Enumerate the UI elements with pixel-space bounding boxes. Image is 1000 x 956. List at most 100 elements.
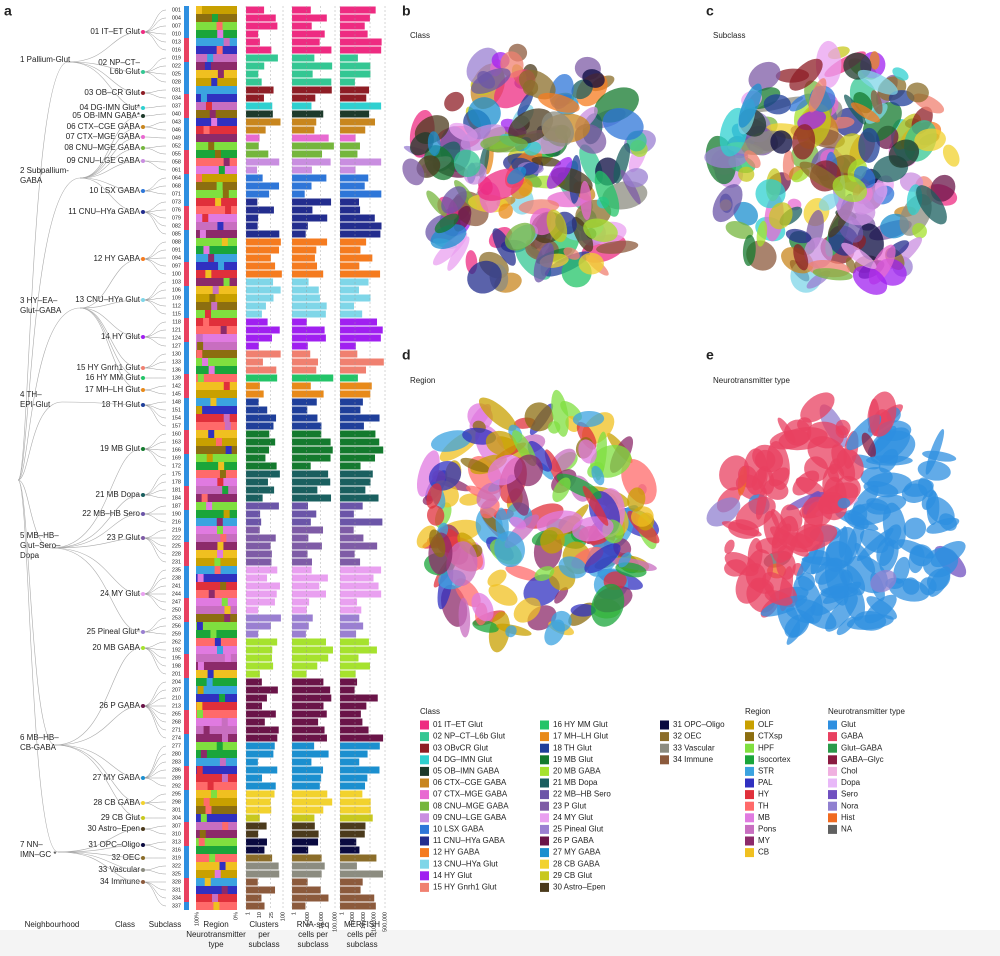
class-strip [184,862,189,870]
stat-bar [292,630,306,638]
umap-cluster [627,487,646,512]
region-bar [196,646,237,654]
legend-swatch [660,732,669,742]
tree-branch [67,61,142,94]
class-strip [184,486,189,494]
class-label: 26 P GABA [99,701,140,710]
region-bar [224,606,231,614]
class-strip [184,366,189,374]
umap-cluster [818,193,839,211]
legend-swatch [420,778,429,788]
umap-cluster [780,504,803,532]
subclass-label: 016 [172,47,181,53]
subclass-label: 231 [172,559,181,565]
tree-branch [142,585,167,595]
region-bar [196,414,237,422]
legend-label: Isocortex [758,755,790,764]
neighbourhood-label: 1 Pallium-Glut [20,55,71,64]
stat-bar [292,430,322,438]
stat-bar [340,542,378,550]
umap-cluster [763,94,791,115]
class-label: 25 Pineal Glut* [87,627,140,636]
region-bar [196,598,237,606]
umap-cluster [509,516,527,530]
tree-branch [57,851,142,883]
class-strip [184,438,189,446]
panel-label: c [706,3,714,19]
legend-label: STR [758,767,774,776]
column-header: MERFISH [344,920,380,929]
legend-label: 22 MB–HB Sero [553,790,611,799]
umap-cluster [912,223,927,239]
stat-bar [340,382,372,390]
subclass-label: 235 [172,567,181,573]
umap-cluster [478,397,517,431]
umap-cluster [596,240,639,254]
tree-branch [142,841,167,846]
axis-tick-label: 100,000 [332,912,338,932]
stat-bar [292,734,327,742]
legend-label: 15 HY Gnrh1 Glut [433,883,497,892]
class-strip [184,766,189,774]
region-bar [223,510,230,518]
class-label: 34 Immune [100,877,141,886]
umap-cluster [531,156,562,167]
umap-cluster [492,228,516,266]
stat-bar [246,134,260,142]
stat-bar [340,590,382,598]
subclass-label: 115 [172,311,181,317]
legend-swatch [420,743,429,753]
umap-cluster [870,569,897,593]
class-strip [184,414,189,422]
umap-cluster [427,505,445,526]
subclass-label: 031 [172,87,181,93]
stat-bar [340,862,357,870]
stat-bar [292,766,324,774]
umap-cluster [852,265,888,295]
subclass-label: 204 [172,679,181,685]
stat-bar [292,286,319,294]
region-bar [196,782,237,790]
tree-branch [142,593,167,603]
stat-bar [246,366,277,374]
region-bar [219,134,226,142]
stat-bar [292,502,309,510]
region-bar [196,422,237,430]
stat-bar [340,30,368,38]
stat-bar [246,142,259,150]
region-bar [221,846,228,854]
region-bar [216,22,223,30]
subclass-label: 121 [172,327,181,333]
stat-bar [246,894,262,902]
tree-branch [142,89,167,94]
stat-bar [340,750,368,758]
region-bar [221,774,228,782]
class-strip [184,310,189,318]
class-label: 22 MB–HB Sero [82,509,140,518]
legend-swatch [540,813,549,823]
class-strip [184,78,189,86]
stat-bar [340,606,362,614]
region-bar [196,230,237,238]
stat-bar [292,334,326,342]
class-strip [184,630,189,638]
region-bar [206,502,213,510]
region-bar [196,838,237,846]
subclass-label: 256 [172,623,181,629]
legend-swatch [540,836,549,846]
stat-bar [292,534,309,542]
stat-bar [246,342,259,350]
region-bar [196,454,237,462]
stat-bar [340,350,358,358]
umap-cluster [870,90,883,115]
stat-bar [340,326,383,334]
umap-cluster [541,111,575,147]
umap-cluster [402,158,425,186]
tree-branch [51,547,142,633]
tree-branch [57,851,142,859]
stat-bar [292,510,317,518]
stat-bar [246,846,265,854]
region-bar [208,590,215,598]
stat-bar [340,214,375,222]
class-strip [184,478,189,486]
